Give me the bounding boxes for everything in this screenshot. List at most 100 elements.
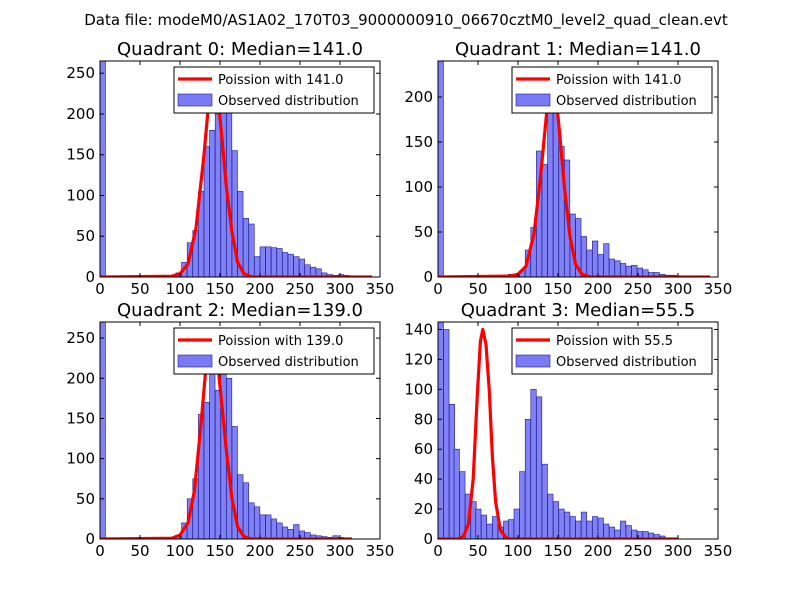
quadrant-panel-3: 0 50 100 150 200 250 300 350 0 20 40 60 80 100 120 140 Q…	[404, 300, 732, 560]
histogram-bar	[248, 502, 255, 539]
y-tick-label: 120	[404, 350, 433, 368]
histogram-bar	[287, 253, 294, 277]
legend-swatch-patch	[515, 93, 551, 107]
histogram-bar	[492, 516, 499, 539]
histogram-bar	[254, 256, 261, 277]
histogram-bar	[513, 508, 520, 539]
histogram-bar	[248, 223, 255, 277]
x-tick-label: 300	[326, 542, 355, 560]
histogram-bar	[614, 260, 621, 277]
histogram-bar	[608, 258, 615, 277]
legend-swatch-patch	[177, 93, 213, 107]
x-tick-label: 150	[544, 280, 573, 298]
histogram-bar	[524, 418, 531, 539]
y-tick-label: 60	[414, 440, 433, 458]
x-tick-label: 0	[433, 280, 443, 298]
y-tick-label: 50	[414, 223, 433, 241]
y-tick-label: 140	[404, 320, 433, 338]
y-tick-label: 150	[404, 133, 433, 151]
histogram-bar	[580, 236, 587, 277]
histogram-bar	[438, 322, 444, 539]
histogram-bar	[592, 516, 599, 539]
x-tick-label: 250	[286, 280, 315, 298]
histogram-bar	[552, 501, 559, 539]
histogram-bar	[209, 129, 216, 277]
histogram-bar	[259, 246, 266, 277]
x-tick-label: 50	[468, 280, 487, 298]
plot-frame	[437, 60, 719, 278]
y-tick-label: 200	[66, 105, 95, 123]
x-tick-label: 250	[624, 280, 653, 298]
x-tick-label: 250	[286, 542, 315, 560]
panel-title: Quadrant 0: Median=141.0	[117, 39, 363, 60]
histogram-bar	[100, 61, 106, 277]
histogram-bar	[265, 246, 272, 277]
histogram-bar	[569, 516, 576, 539]
histogram-bar	[625, 265, 632, 277]
histogram-bar	[282, 252, 289, 277]
legend-swatch-patch	[177, 354, 213, 368]
histogram-bar	[508, 519, 515, 539]
histogram-bar	[459, 471, 466, 539]
x-tick-label: 0	[95, 280, 105, 298]
histogram-bar	[519, 471, 526, 539]
y-tick-label: 250	[66, 329, 95, 347]
x-tick-label: 250	[624, 542, 653, 560]
histogram-bar	[625, 525, 632, 539]
histogram-bar	[214, 113, 221, 277]
histogram-bar	[603, 243, 610, 277]
histogram-bar	[592, 240, 599, 277]
histogram-bar	[580, 511, 587, 539]
histogram-bar	[586, 249, 593, 277]
histogram-bar	[486, 523, 493, 539]
x-tick-label: 300	[664, 542, 693, 560]
histogram-bar	[293, 524, 300, 539]
histogram-bar	[282, 526, 289, 539]
x-tick-label: 350	[704, 542, 733, 560]
y-tick-label: 50	[76, 490, 95, 508]
histogram-bar	[242, 218, 249, 277]
quadrant-panel-2: 0 50 100 150 200 250 300 350 0 50 100 150 200 250 Quad…	[66, 300, 394, 560]
y-tick-label: 40	[414, 470, 433, 488]
histogram-bar	[547, 96, 554, 277]
histogram-bar	[586, 520, 593, 539]
x-tick-label: 350	[366, 280, 395, 298]
legend-entry: Poission with 141.0	[218, 73, 343, 88]
y-tick-label: 100	[66, 450, 95, 468]
y-tick-label: 250	[66, 64, 95, 82]
y-tick-label: 100	[404, 380, 433, 398]
histogram-bar	[293, 256, 300, 277]
histogram-bar	[270, 518, 277, 539]
x-tick-label: 50	[130, 280, 149, 298]
x-tick-label: 300	[664, 280, 693, 298]
legend-entry: Poission with 55.5	[556, 334, 673, 349]
histogram-bar	[575, 520, 582, 539]
figure-suptitle: Data file: modeM0/AS1A02_170T03_90000009…	[84, 11, 728, 30]
plot-frame	[99, 60, 381, 278]
legend-swatch-patch	[515, 354, 551, 368]
histogram-bar	[265, 514, 272, 539]
x-tick-label: 200	[584, 280, 613, 298]
x-tick-label: 350	[704, 280, 733, 298]
x-tick-label: 150	[206, 280, 235, 298]
histogram-bar	[631, 264, 638, 277]
x-tick-label: 300	[326, 280, 355, 298]
histogram-bar	[480, 514, 487, 539]
quadrant-panel-1: 0 50 100 150 200 250 300 350 0 50 100 150 200 Quadran…	[404, 39, 732, 298]
histogram-bar	[438, 61, 444, 277]
histogram-bar	[597, 517, 604, 539]
histogram-bar	[603, 523, 610, 539]
x-tick-label: 200	[584, 542, 613, 560]
histogram-bar	[304, 264, 311, 277]
poisson-line	[438, 327, 678, 539]
y-tick-label: 100	[66, 186, 95, 204]
histogram-bar	[558, 508, 565, 539]
histogram-bar	[453, 448, 460, 539]
x-tick-label: 0	[95, 542, 105, 560]
legend-entry: Observed distribution	[556, 94, 697, 109]
x-tick-label: 50	[468, 542, 487, 560]
panel-title: Quadrant 1: Median=141.0	[455, 39, 701, 60]
x-tick-label: 350	[366, 542, 395, 560]
y-tick-label: 50	[76, 227, 95, 245]
